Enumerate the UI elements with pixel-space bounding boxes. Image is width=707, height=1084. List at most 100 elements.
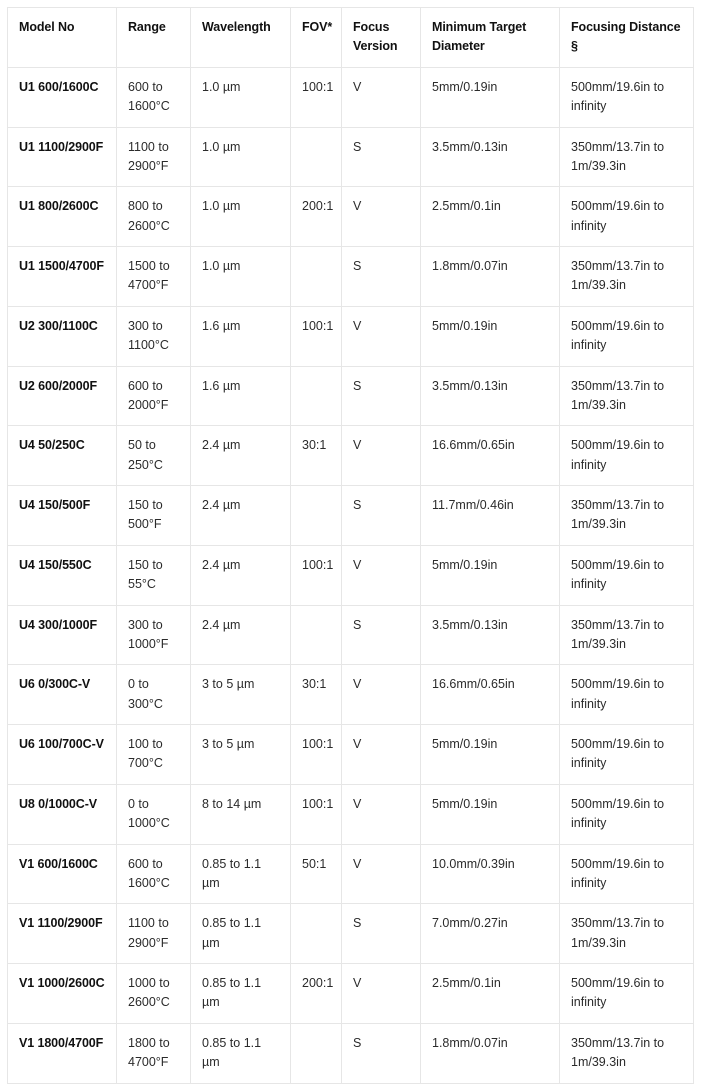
cell-model: U1 1100/2900F [7,126,117,188]
cell-range: 1800 to 4700°F [116,1022,191,1084]
cell-mtd: 16.6mm/0.65in [420,425,560,486]
cell-range: 300 to 1100°C [116,305,191,367]
cell-mtd: 5mm/0.19in [420,724,560,785]
table-row: U6 100/700C-V 100 to 700°C 3 to 5 µm 100:1 V… [7,724,694,785]
cell-focus: V [341,724,421,785]
cell-mtd: 3.5mm/0.13in [420,365,560,427]
cell-model: V1 1800/4700F [7,1022,117,1084]
model-specifications-table: Model No Range Wavelength FOV* Focus Ver… [7,7,694,1084]
cell-wavelength: 1.6 µm [190,365,291,427]
cell-mtd: 7.0mm/0.27in [420,903,560,964]
cell-wavelength: 1.0 µm [190,66,291,128]
cell-range: 1500 to 4700°F [116,246,191,307]
cell-range: 600 to 2000°F [116,365,191,427]
cell-range: 1000 to 2600°C [116,963,191,1024]
table-row: U2 300/1100C 300 to 1100°C 1.6 µm 100:1 V 5mm… [7,305,694,367]
cell-wavelength: 2.4 µm [190,485,291,546]
cell-range: 150 to 55°C [116,544,191,606]
table-row: U1 800/2600C 800 to 2600°C 1.0 µm 200:1 V 2.5… [7,186,694,247]
table-row: U2 600/2000F 600 to 2000°F 1.6 µm S 3.5mm/0.… [7,365,694,427]
cell-range: 0 to 300°C [116,664,191,725]
cell-range: 0 to 1000°C [116,783,191,845]
cell-wavelength: 2.4 µm [190,425,291,486]
cell-fov: 200:1 [290,186,342,247]
cell-fd: 500mm/19.6in to infinity [559,186,694,247]
cell-model: U1 800/2600C [7,186,117,247]
cell-model: U4 150/500F [7,485,117,546]
cell-fov [290,126,342,188]
cell-fov [290,246,342,307]
cell-wavelength: 0.85 to 1.1 µm [190,843,291,905]
cell-range: 600 to 1600°C [116,843,191,905]
cell-mtd: 5mm/0.19in [420,66,560,128]
cell-fd: 350mm/13.7in to 1m/39.3in [559,126,694,188]
cell-range: 300 to 1000°F [116,604,191,666]
cell-mtd: 1.8mm/0.07in [420,1022,560,1084]
cell-wavelength: 8 to 14 µm [190,783,291,845]
column-header-wavelength: Wavelength [190,7,291,68]
table-row: V1 1100/2900F 1100 to 2900°F 0.85 to 1.1 µ… [7,903,694,964]
table-row: U1 600/1600C 600 to 1600°C 1.0 µm 100:1 V 5mm… [7,66,694,128]
cell-range: 1100 to 2900°F [116,126,191,188]
cell-focus: S [341,126,421,188]
cell-range: 50 to 250°C [116,425,191,486]
cell-fd: 500mm/19.6in to infinity [559,724,694,785]
cell-model: U4 150/550C [7,544,117,606]
table-body: U1 600/1600C 600 to 1600°C 1.0 µm 100:1 V 5mm… [7,66,694,1084]
cell-fd: 500mm/19.6in to infinity [559,664,694,725]
cell-fov: 100:1 [290,783,342,845]
cell-fd: 500mm/19.6in to infinity [559,963,694,1024]
cell-focus: V [341,963,421,1024]
cell-model: U8 0/1000C-V [7,783,117,845]
cell-fov [290,903,342,964]
cell-model: U4 300/1000F [7,604,117,666]
cell-fov: 100:1 [290,544,342,606]
cell-fd: 350mm/13.7in to 1m/39.3in [559,365,694,427]
column-header-model-no: Model No [7,7,117,68]
cell-fov [290,365,342,427]
cell-focus: S [341,485,421,546]
cell-fd: 350mm/13.7in to 1m/39.3in [559,604,694,666]
cell-fd: 350mm/13.7in to 1m/39.3in [559,1022,694,1084]
table-header-row: Model No Range Wavelength FOV* Focus Ver… [7,7,694,68]
cell-focus: V [341,664,421,725]
cell-mtd: 1.8mm/0.07in [420,246,560,307]
cell-focus: S [341,246,421,307]
cell-fov [290,604,342,666]
table-row: U4 150/500F 150 to 500°F 2.4 µm S 11.7mm/0.4… [7,485,694,546]
cell-fov [290,1022,342,1084]
cell-fd: 500mm/19.6in to infinity [559,425,694,486]
cell-mtd: 3.5mm/0.13in [420,126,560,188]
cell-range: 150 to 500°F [116,485,191,546]
cell-wavelength: 1.0 µm [190,246,291,307]
cell-model: V1 1000/2600C [7,963,117,1024]
cell-fov: 30:1 [290,425,342,486]
cell-model: U1 600/1600C [7,66,117,128]
cell-range: 600 to 1600°C [116,66,191,128]
cell-mtd: 5mm/0.19in [420,783,560,845]
cell-wavelength: 0.85 to 1.1 µm [190,963,291,1024]
cell-fd: 500mm/19.6in to infinity [559,843,694,905]
cell-fov: 100:1 [290,66,342,128]
cell-model: U4 50/250C [7,425,117,486]
cell-fd: 500mm/19.6in to infinity [559,66,694,128]
table-row: U4 150/550C 150 to 55°C 2.4 µm 100:1 V 5mm/0.… [7,544,694,606]
table-row: U4 50/250C 50 to 250°C 2.4 µm 30:1 V 16.6mm/0… [7,425,694,486]
cell-wavelength: 3 to 5 µm [190,724,291,785]
cell-model: V1 600/1600C [7,843,117,905]
cell-focus: V [341,783,421,845]
cell-fov: 30:1 [290,664,342,725]
cell-model: U2 600/2000F [7,365,117,427]
table-header: Model No Range Wavelength FOV* Focus Ver… [7,7,694,68]
cell-fd: 500mm/19.6in to infinity [559,305,694,367]
cell-focus: S [341,903,421,964]
cell-focus: S [341,1022,421,1084]
column-header-fov: FOV* [290,7,342,68]
cell-model: U2 300/1100C [7,305,117,367]
cell-wavelength: 0.85 to 1.1 µm [190,903,291,964]
cell-model: U1 1500/4700F [7,246,117,307]
cell-fov [290,485,342,546]
cell-focus: S [341,365,421,427]
cell-model: U6 0/300C-V [7,664,117,725]
cell-focus: V [341,544,421,606]
